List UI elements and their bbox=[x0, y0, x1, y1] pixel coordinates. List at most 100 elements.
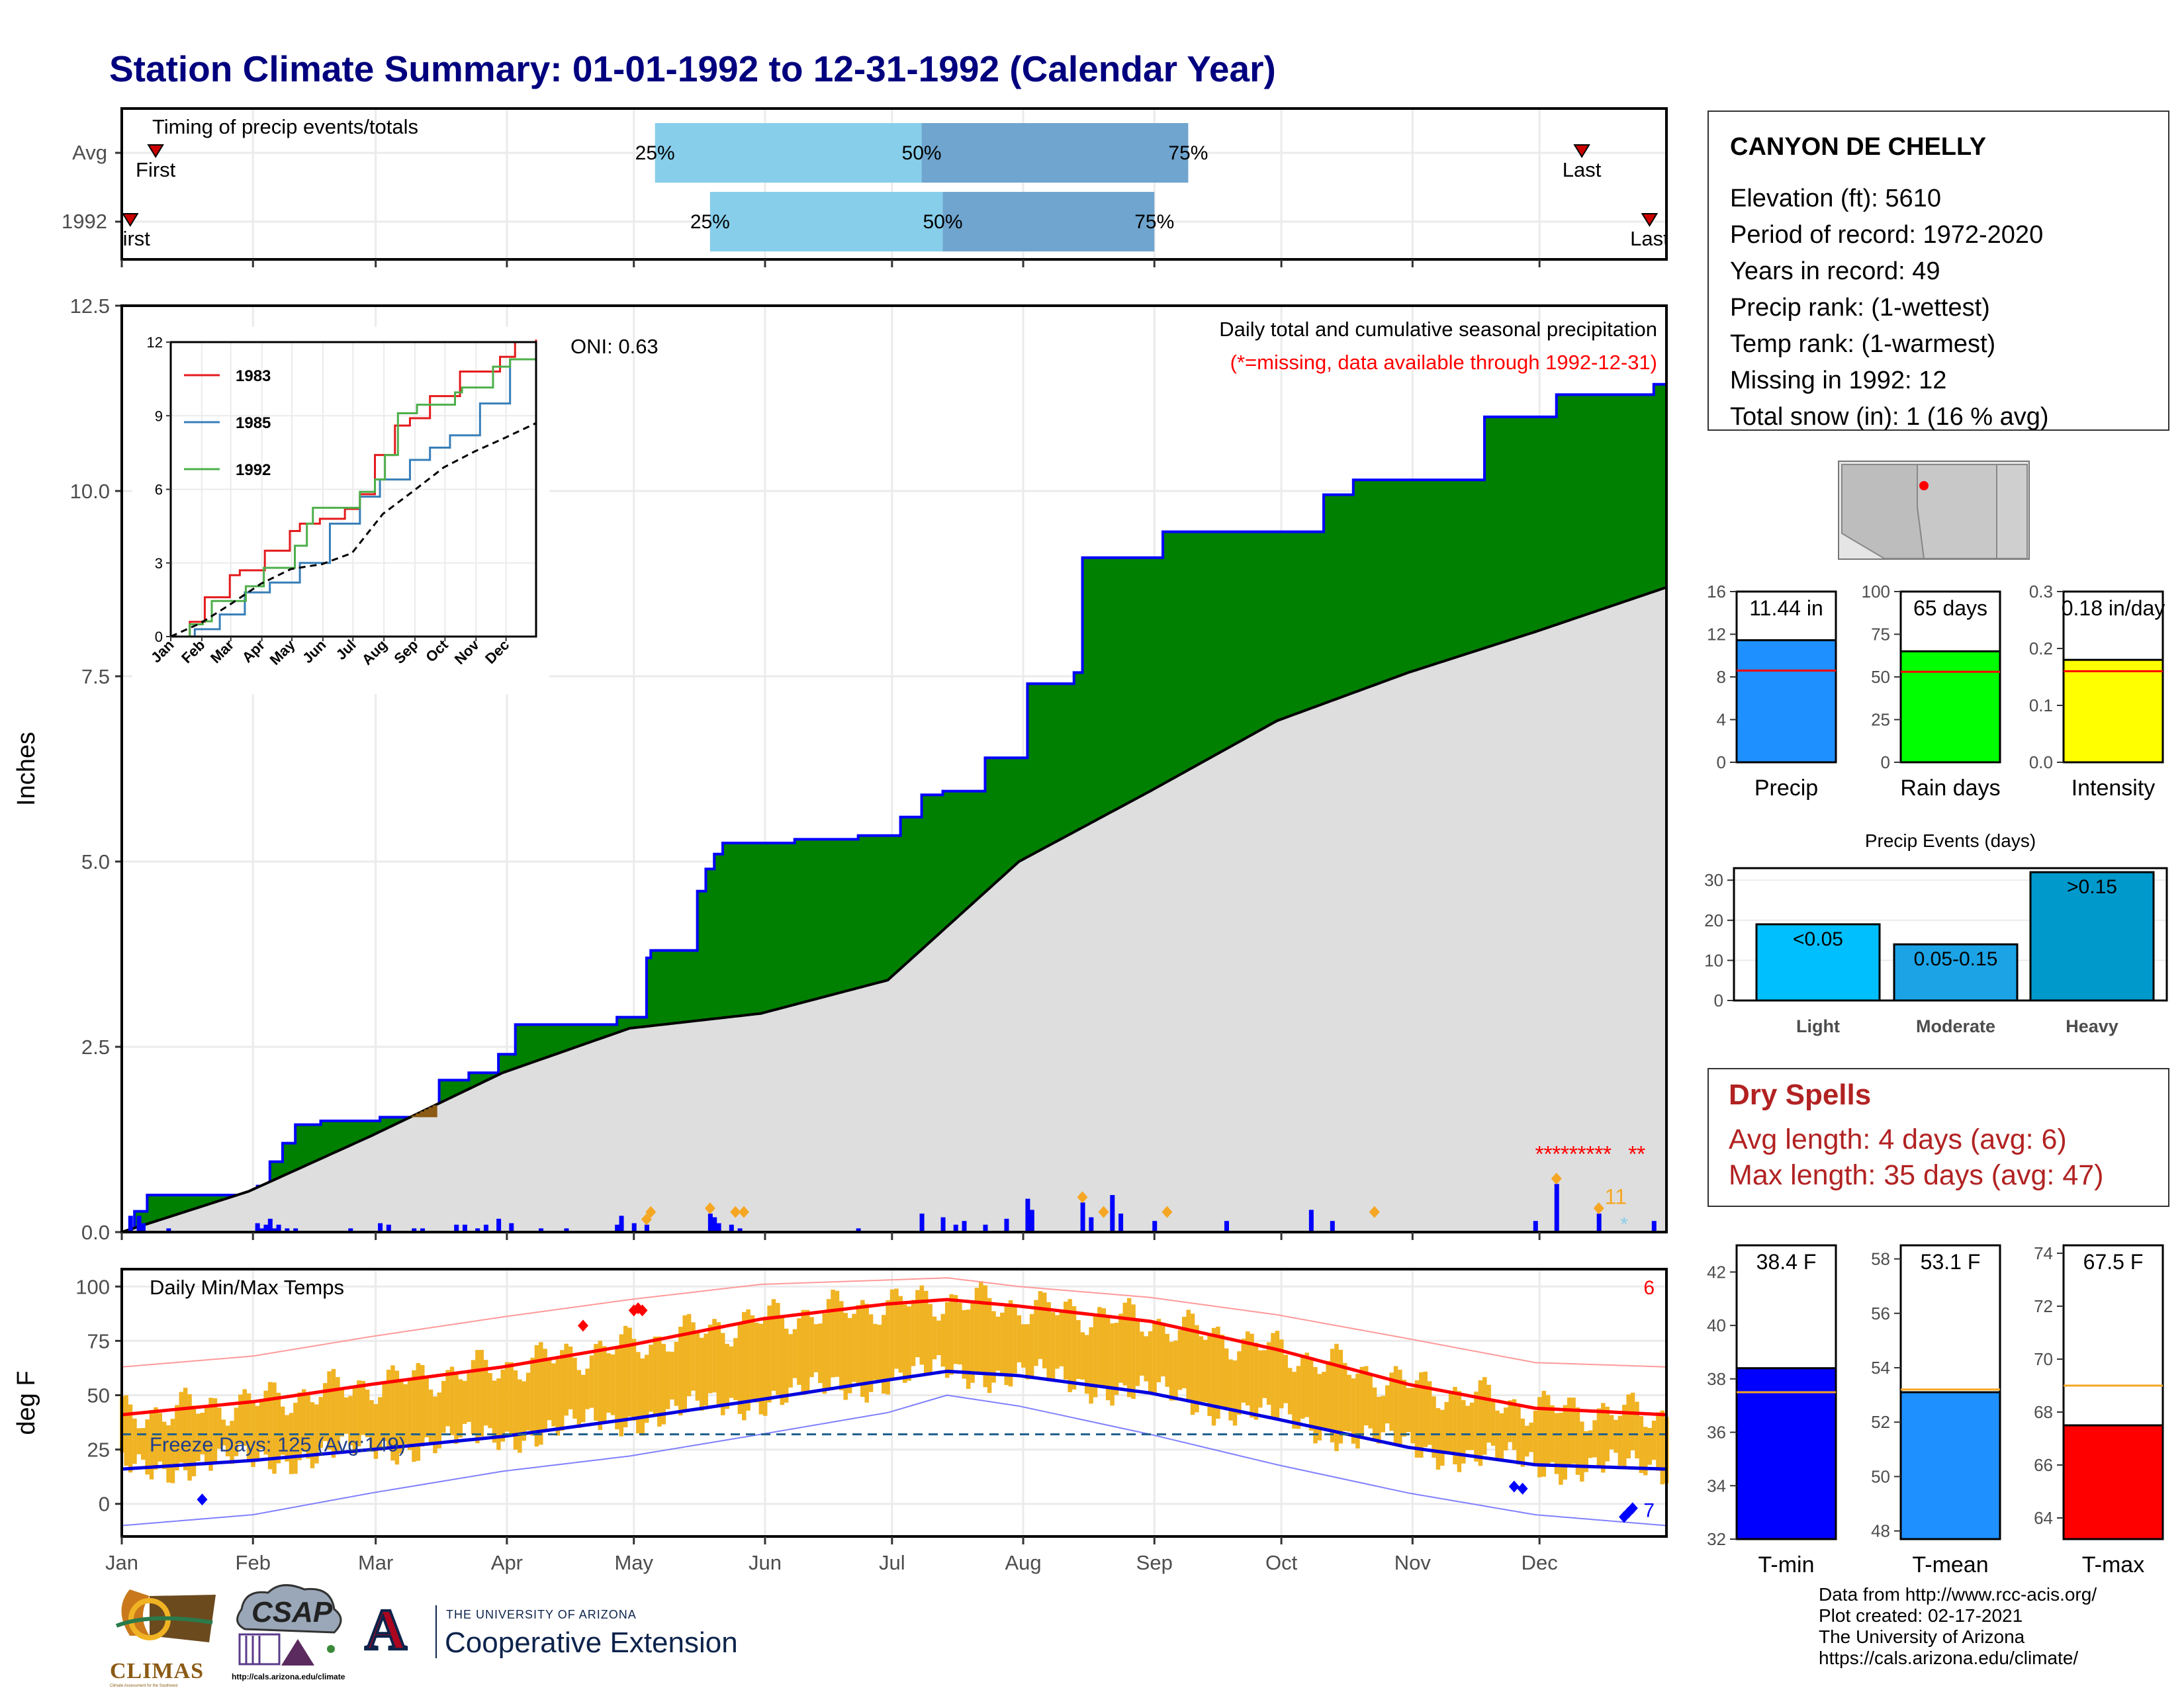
daily-temp-bar bbox=[166, 1425, 171, 1483]
events-frame-top bbox=[1733, 867, 2168, 1002]
daily-temp-bar bbox=[539, 1342, 543, 1445]
temp-x-tick-label: Nov bbox=[1394, 1551, 1432, 1574]
daily-temp-bar bbox=[1283, 1355, 1288, 1403]
inset-series-line bbox=[171, 339, 537, 638]
temp-y-tick-label: 0 bbox=[99, 1493, 110, 1516]
daily-temp-bar bbox=[1199, 1336, 1204, 1402]
timing-last-marker bbox=[1641, 213, 1659, 227]
daily-temp-bar bbox=[433, 1396, 437, 1454]
daily-temp-bar bbox=[1042, 1292, 1047, 1368]
csap-emblem bbox=[236, 1584, 342, 1666]
record-high-marker bbox=[578, 1319, 589, 1332]
daily-temp-bar bbox=[1029, 1313, 1034, 1379]
summary-category-label: T-max bbox=[2082, 1552, 2144, 1577]
summary-category-label: Precip bbox=[1754, 776, 1818, 801]
daily-precip-bar bbox=[940, 1217, 946, 1232]
record-max-line bbox=[121, 1277, 1667, 1368]
daily-temp-bar bbox=[1131, 1304, 1136, 1399]
daily-temp-bar bbox=[1537, 1397, 1542, 1478]
daily-temp-bar bbox=[1156, 1319, 1161, 1382]
daily-temp-bar bbox=[1300, 1356, 1305, 1419]
daily-precip-bar bbox=[1080, 1202, 1085, 1232]
summary-bar bbox=[2062, 1424, 2164, 1540]
temp-y-tick-label: 25 bbox=[87, 1439, 110, 1462]
daily-precip-bar bbox=[475, 1228, 480, 1232]
daily-temp-bar bbox=[928, 1304, 933, 1373]
summary-y-tick-label: 8 bbox=[1717, 667, 1726, 687]
snow-marker bbox=[1077, 1191, 1088, 1204]
daily-temp-bar bbox=[1512, 1399, 1517, 1450]
summary-y-tick-label: 12 bbox=[1707, 625, 1726, 644]
daily-temp-bar bbox=[560, 1350, 565, 1431]
daily-temp-bar bbox=[585, 1368, 590, 1409]
daily-temp-bar bbox=[154, 1407, 158, 1470]
daily-precip-bar bbox=[1118, 1214, 1124, 1232]
daily-temp-bar bbox=[1161, 1323, 1165, 1377]
summary-bar bbox=[1735, 639, 1837, 764]
daily-temp-bar bbox=[530, 1357, 535, 1436]
daily-temp-bar bbox=[813, 1324, 819, 1372]
daily-temp-bar bbox=[1504, 1407, 1508, 1451]
daily-temp-bar bbox=[492, 1380, 497, 1443]
daily-temp-bar bbox=[725, 1343, 729, 1409]
daily-temp-bar bbox=[390, 1365, 395, 1461]
daily-temp-bar bbox=[818, 1323, 823, 1384]
daily-temp-bar bbox=[1063, 1302, 1068, 1380]
daily-temp-bar bbox=[1490, 1399, 1496, 1446]
daily-temp-bar bbox=[267, 1382, 273, 1470]
temp-frame bbox=[120, 1268, 1668, 1538]
daily-precip-bar bbox=[454, 1224, 459, 1232]
temp-x-tick-label: May bbox=[614, 1551, 653, 1574]
normal-max-line bbox=[121, 1298, 1667, 1417]
daily-temp-bar bbox=[805, 1310, 810, 1392]
daily-temp-bar bbox=[801, 1310, 806, 1396]
events-y-tick-label: 0 bbox=[1714, 991, 1723, 1010]
precip-chart-title: Daily total and cumulative seasonal prec… bbox=[1219, 318, 1657, 341]
daily-temp-bar bbox=[1322, 1372, 1326, 1430]
timing-row-label: 1992 bbox=[62, 210, 107, 233]
daily-temp-bar bbox=[809, 1317, 814, 1378]
daily-precip-bar bbox=[1533, 1221, 1538, 1232]
daily-precip-bar bbox=[1224, 1221, 1229, 1232]
daily-temp-bar bbox=[234, 1407, 239, 1456]
precip-y-axis-label: Inches bbox=[13, 732, 40, 806]
daily-temp-bar bbox=[1478, 1380, 1483, 1466]
event-category-label: Light bbox=[1796, 1016, 1840, 1036]
csap-logo: CSAP http://cals.arizona.edu/climate bbox=[232, 1583, 351, 1682]
daily-temp-bar bbox=[1432, 1396, 1436, 1458]
daily-temp-bar bbox=[1279, 1339, 1284, 1409]
daily-temp-bar bbox=[750, 1315, 755, 1399]
timing-q50-label: 50% bbox=[923, 211, 963, 233]
summary-y-tick-label: 58 bbox=[1871, 1249, 1890, 1269]
daily-precip-bar bbox=[1308, 1210, 1314, 1232]
precip-summary-bars: 0 4 8 12 16 Precip 11.44 in 0 25 50 75 100 Rain days… bbox=[1707, 582, 2165, 801]
daily-temp-bar bbox=[327, 1371, 332, 1450]
daily-precip-bar bbox=[1554, 1184, 1559, 1232]
climas-subtext: Climate Assessment for the Southwest bbox=[110, 1684, 178, 1688]
daily-temp-bar bbox=[1000, 1312, 1005, 1374]
daily-temp-bar bbox=[962, 1310, 967, 1379]
daily-precip-bar bbox=[644, 1224, 649, 1232]
daily-temp-bar bbox=[1423, 1371, 1428, 1447]
daily-temp-bar bbox=[657, 1336, 662, 1427]
daily-precip-bar bbox=[272, 1228, 277, 1232]
daily-temp-bar bbox=[644, 1355, 649, 1423]
temp-y-axis-label: deg F bbox=[13, 1370, 40, 1435]
daily-temp-bar bbox=[518, 1379, 522, 1453]
daily-temp-bar bbox=[161, 1421, 167, 1470]
daily-temp-bar bbox=[868, 1314, 874, 1392]
daily-temp-bar bbox=[1398, 1370, 1402, 1447]
daily-temp-bar bbox=[251, 1401, 255, 1467]
daily-temp-bar bbox=[543, 1349, 547, 1430]
daily-temp-bar bbox=[746, 1309, 751, 1411]
daily-temp-bar bbox=[767, 1305, 772, 1403]
daily-temp-bar bbox=[882, 1315, 886, 1394]
daily-temp-bar bbox=[619, 1334, 624, 1437]
daily-temp-bar bbox=[1211, 1327, 1216, 1426]
daily-precip-bar bbox=[1025, 1198, 1030, 1232]
daily-temp-bar bbox=[653, 1336, 658, 1417]
daily-temp-bar bbox=[293, 1402, 298, 1474]
summary-value-label: 65 days bbox=[1913, 596, 1987, 620]
daily-temp-bar bbox=[1068, 1299, 1072, 1392]
